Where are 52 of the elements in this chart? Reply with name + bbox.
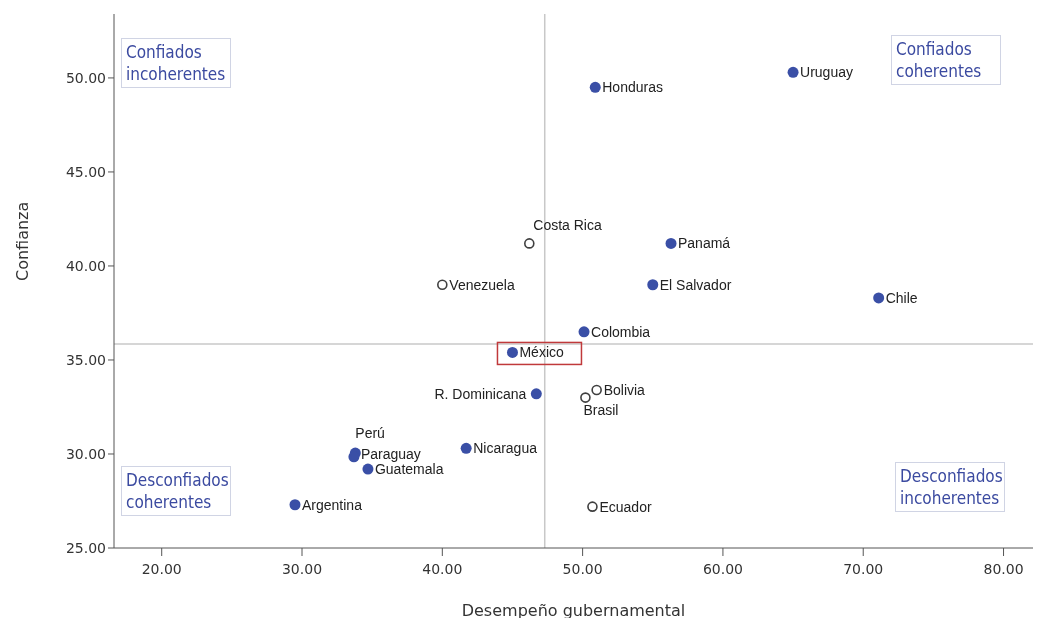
point — [665, 237, 677, 249]
annotation: Bolivia — [603, 382, 646, 399]
annotation: Honduras — [602, 79, 663, 96]
point — [873, 292, 885, 304]
annotation: Nicaragua — [473, 440, 538, 457]
y-tick-label: 25.00 — [65, 539, 106, 556]
point — [647, 279, 659, 291]
x-tick-label: 20.00 — [141, 560, 182, 577]
annotation: Guatemala — [374, 461, 444, 478]
annotation: Ecuador — [599, 498, 652, 515]
x-tick-label: 40.00 — [422, 560, 463, 577]
point — [437, 279, 448, 291]
annotation: Confiados incoherentes — [121, 38, 231, 88]
annotation: Desconfiados coherentes — [121, 466, 231, 516]
annotation: Confiados coherentes — [891, 35, 1001, 85]
annotation: Chile — [885, 289, 918, 306]
x-tick-label: 30.00 — [281, 560, 323, 577]
point — [787, 66, 799, 78]
point — [591, 384, 602, 396]
y-tick-label: 35.00 — [65, 351, 106, 368]
point — [289, 499, 301, 511]
annotation: Brasil — [583, 401, 619, 418]
annotation: Paraguay — [360, 445, 421, 462]
annotation: Costa Rica — [533, 217, 602, 234]
annotation: Venezuela — [449, 276, 515, 293]
annotation: El Salvador — [659, 276, 732, 293]
annotation: México — [519, 344, 565, 361]
annotation: Panamá — [678, 235, 731, 252]
y-tick-label: 45.00 — [65, 163, 106, 180]
y-tick-label: 50.00 — [65, 69, 106, 86]
x-tick-label: 80.00 — [983, 560, 1024, 577]
point — [578, 326, 590, 338]
point — [524, 238, 535, 249]
annotation: Argentina — [301, 496, 363, 513]
annotation: Uruguay — [800, 64, 853, 81]
annotation: Perú — [355, 425, 385, 442]
x-tick-label: 70.00 — [843, 560, 884, 577]
annotation: Colombia — [591, 323, 651, 340]
point — [530, 388, 542, 400]
point — [362, 463, 374, 475]
point — [589, 81, 601, 93]
y-tick-label: 40.00 — [65, 257, 106, 274]
annotation: Desconfiados incoherentes — [895, 462, 1005, 512]
x-tick-label: 50.00 — [562, 560, 603, 577]
annotation: R. Dominicana — [434, 385, 527, 402]
point — [506, 346, 518, 358]
point — [580, 392, 591, 403]
y-axis-title: Confianza — [12, 201, 32, 281]
point — [460, 442, 472, 454]
point — [587, 501, 598, 512]
y-tick-label: 30.00 — [65, 445, 106, 462]
x-tick-label: 60.00 — [702, 560, 743, 577]
